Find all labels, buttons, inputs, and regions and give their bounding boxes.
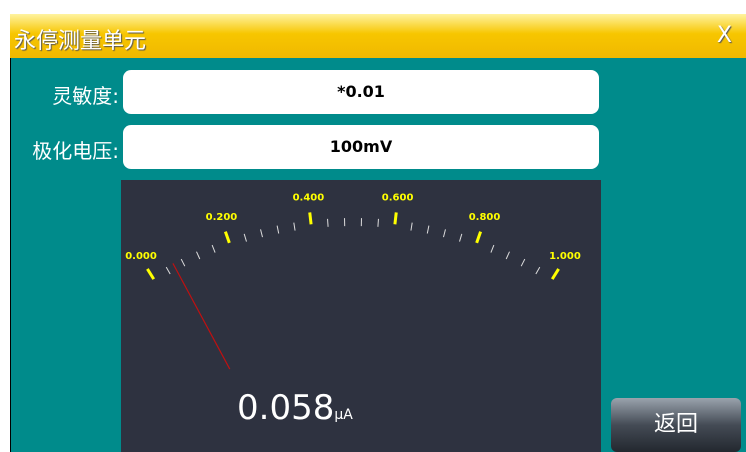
minor-tick (243, 233, 247, 242)
reading: 0.058μA (237, 388, 353, 428)
scale-label: 0.600 (382, 192, 414, 203)
scale-label: 0.400 (293, 192, 325, 203)
field-label: 灵敏度: (52, 84, 119, 108)
reading-unit: μA (334, 407, 353, 423)
minor-tick (490, 244, 495, 253)
minor-tick (327, 218, 329, 227)
minor-tick (165, 266, 171, 275)
minor-tick (260, 229, 263, 238)
major-tick (393, 212, 398, 225)
major-tick (146, 268, 156, 280)
gauge-panel: 0.000 0.200 0.400 0.600 0.800 1.000 0.058μA (121, 180, 601, 452)
minor-tick (377, 218, 379, 227)
close-button[interactable]: X (716, 23, 732, 48)
back-button[interactable]: 返回 (611, 398, 741, 452)
minor-tick (211, 244, 216, 253)
minor-tick (505, 251, 510, 260)
gauge: 0.000 0.200 0.400 0.600 0.800 1.000 (125, 192, 581, 370)
title-bar: 永停测量单元 X (10, 14, 746, 58)
window-title: 永停测量单元 (14, 29, 147, 54)
minor-tick (459, 233, 463, 242)
major-tick (223, 231, 231, 244)
minor-tick (276, 225, 280, 234)
minor-tick (443, 229, 446, 238)
minor-tick (426, 225, 430, 234)
content: 灵敏度: *0.01 极化电压: 100mV 0.000 0.200 0.400 0.… (10, 58, 746, 452)
reading-value: 0.058 (237, 388, 335, 428)
field-label: 极化电压: (32, 139, 119, 163)
major-tick (550, 268, 560, 280)
field-value[interactable]: 100mV (123, 125, 599, 169)
field-value[interactable]: *0.01 (123, 70, 599, 114)
minor-tick (196, 251, 201, 260)
major-tick (308, 212, 313, 225)
minor-tick (520, 258, 526, 267)
major-tick (475, 231, 483, 244)
scale-label: 0.200 (206, 212, 238, 223)
minor-tick (180, 258, 186, 267)
minor-tick (410, 222, 413, 231)
needle (172, 263, 231, 370)
scale-label: 1.000 (549, 251, 581, 262)
minor-tick (293, 222, 296, 231)
scale-label: 0.800 (469, 212, 501, 223)
minor-tick (535, 266, 541, 275)
scale-label: 0.000 (125, 251, 157, 262)
